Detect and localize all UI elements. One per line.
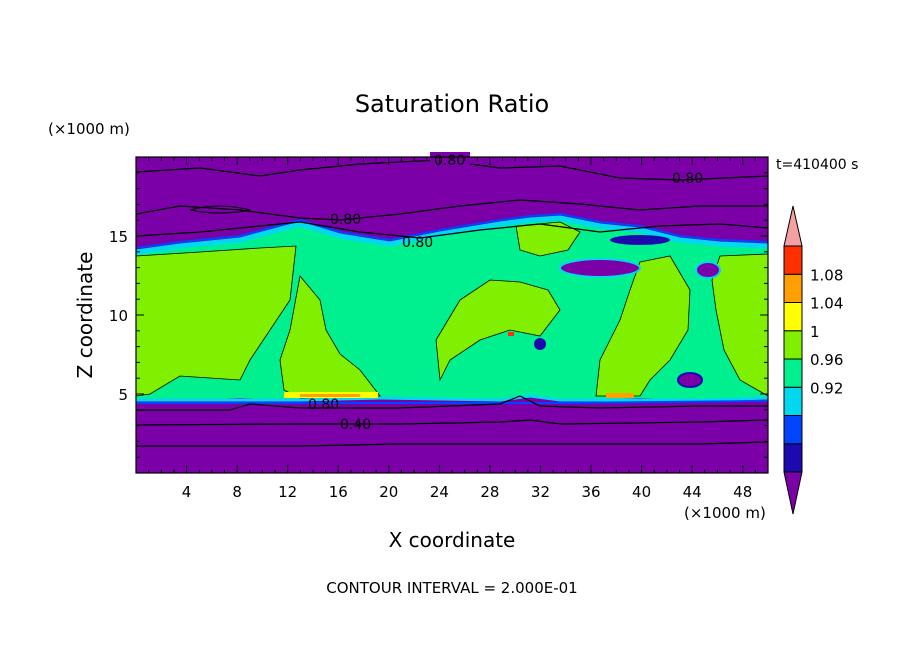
y-axis: 5 10 15 — [109, 172, 768, 458]
contour-lower-3 — [136, 441, 768, 447]
x-tick-label: 48 — [733, 483, 752, 501]
contour-label: 0.40 — [340, 417, 371, 433]
x-axis-label: X coordinate — [389, 528, 516, 552]
y-axis-label: Z coordinate — [73, 252, 97, 379]
contour-upper-4 — [189, 205, 251, 214]
y-tick-label: 15 — [109, 228, 128, 246]
x-axis: 4 8 12 16 20 24 28 32 36 40 44 48 — [148, 157, 756, 501]
x-tick-label: 16 — [329, 483, 348, 501]
colorbar-arrow-bottom — [783, 471, 803, 515]
blob-left — [136, 245, 297, 397]
contour-lower-2 — [136, 419, 768, 426]
hot-spot-right — [606, 393, 634, 398]
colorbar-swatch — [783, 443, 803, 473]
colorbar-label: 1.04 — [810, 295, 843, 313]
contour-upper-2 — [136, 199, 768, 221]
contour-label: 0.80 — [330, 212, 361, 228]
dry-pocket-1 — [559, 258, 641, 278]
colorbar-swatch — [783, 358, 803, 388]
colorbar-label: 0.96 — [810, 351, 843, 369]
colorbar-label: 1.08 — [810, 266, 843, 284]
blob-center — [435, 279, 561, 382]
y-tick-label: 10 — [109, 307, 128, 325]
cloud-top-edge — [136, 215, 768, 255]
contour-label: 0.80 — [672, 171, 703, 187]
time-label: t=410400 s — [776, 157, 858, 173]
y-unit-label: (×1000 m) — [48, 120, 130, 138]
contour-upper-3 — [136, 221, 768, 239]
colorbar-arrow-top — [783, 205, 803, 247]
x-tick-label: 4 — [182, 483, 192, 501]
x-tick-label: 24 — [430, 483, 449, 501]
hot-spot-mid — [508, 332, 514, 336]
colorbar-swatch — [783, 386, 803, 416]
colorbar-swatch — [783, 302, 803, 332]
cloud-bottom-blue — [136, 400, 768, 404]
x-tick-label: 44 — [683, 483, 702, 501]
x-tick-label: 28 — [480, 483, 499, 501]
contour-label: 0.80 — [434, 153, 465, 169]
blob-far-right — [711, 253, 768, 397]
contour-lower-1 — [136, 395, 768, 411]
x-tick-label: 40 — [632, 483, 651, 501]
colorbar: 1.08 1.04 1 0.96 0.92 — [783, 205, 843, 515]
x-tick-label: 12 — [278, 483, 297, 501]
y-tick-label: 5 — [118, 386, 128, 404]
colorbar-swatch — [783, 245, 803, 275]
dry-pocket-4 — [534, 338, 546, 350]
hot-spot-left-core — [300, 394, 360, 397]
x-tick-label: 32 — [531, 483, 550, 501]
colorbar-swatch — [783, 273, 803, 303]
x-unit-label: (×1000 m) — [684, 504, 766, 522]
contour-label: 0.80 — [308, 397, 339, 413]
colorbar-swatch — [783, 330, 803, 360]
x-tick-label: 20 — [379, 483, 398, 501]
plot-area — [136, 157, 768, 473]
dry-pocket-3 — [677, 372, 703, 388]
blob-right-upper — [515, 221, 581, 257]
blob-center-left — [279, 275, 381, 399]
dry-pocket-2 — [695, 261, 721, 279]
colorbar-label: 0.92 — [810, 379, 843, 397]
contour-label: 0.80 — [402, 235, 433, 251]
colorbar-swatch — [783, 415, 803, 445]
contour-interval-footer: CONTOUR INTERVAL = 2.000E-01 — [326, 579, 577, 597]
cloud-top-blue — [136, 212, 768, 249]
colorbar-label: 1 — [810, 323, 820, 341]
chart-title: Saturation Ratio — [355, 90, 549, 118]
x-tick-label: 36 — [581, 483, 600, 501]
dry-pocket-5 — [610, 235, 670, 245]
blob-right — [595, 255, 691, 397]
x-tick-label: 8 — [232, 483, 242, 501]
